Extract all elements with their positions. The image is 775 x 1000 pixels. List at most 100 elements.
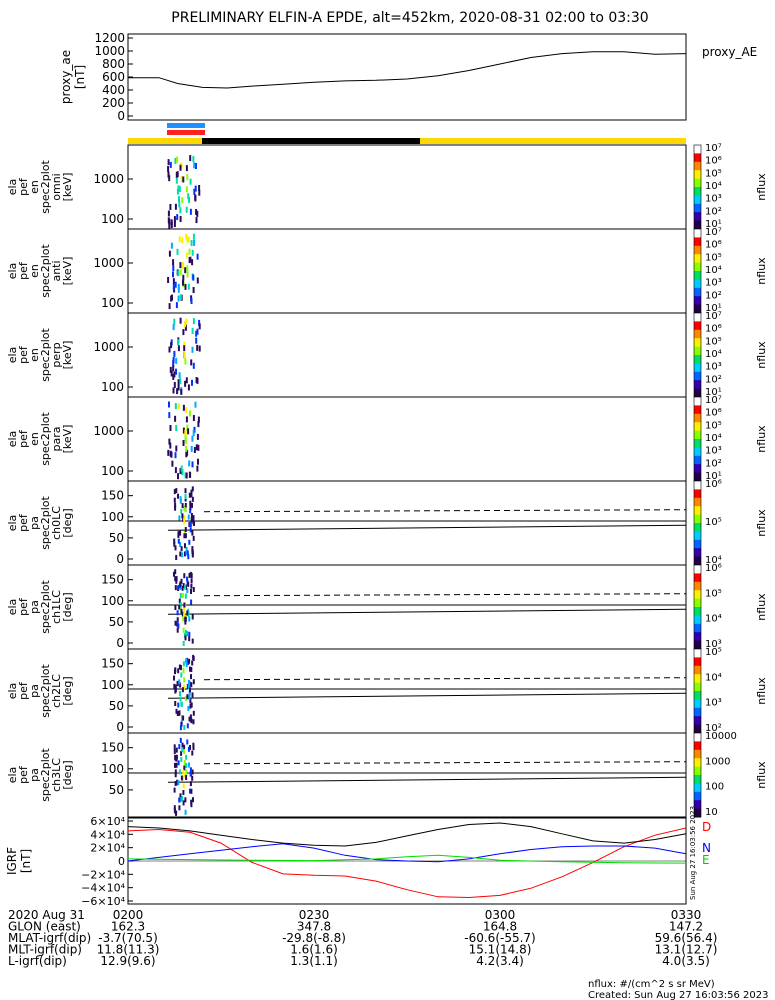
spectrogram-cell	[177, 185, 180, 192]
spectrogram-cell	[189, 703, 192, 709]
colorbar-segment	[694, 296, 701, 306]
spectrogram-cell	[181, 585, 184, 591]
spectrogram-cell	[178, 196, 180, 203]
spectrogram-cell	[174, 772, 177, 778]
spectrogram-cell	[181, 611, 184, 617]
anti-loss-cone-line	[203, 509, 687, 513]
spectrogram-cell	[194, 195, 197, 202]
spectrogram-cell	[188, 492, 191, 498]
colorbar-segment	[694, 195, 701, 205]
spectrogram-cell	[176, 214, 179, 221]
spectrogram-cell	[179, 262, 182, 269]
spectrogram-cell	[191, 769, 194, 775]
spectrogram-cell	[189, 698, 192, 704]
spectrogram-cell	[187, 684, 190, 690]
spectrogram-cell	[193, 447, 196, 453]
spectrogram-cell	[188, 716, 191, 722]
loss-cone-line	[167, 692, 687, 699]
spectrogram-cell	[180, 665, 182, 671]
spectrogram-cell	[179, 793, 182, 799]
spectrogram-cell	[196, 328, 199, 335]
spectrogram-cell	[184, 503, 187, 508]
spectrogram-cell	[184, 527, 187, 532]
spectrogram-cell	[197, 458, 199, 465]
panel-frame	[127, 480, 687, 566]
spectrogram-cell	[191, 461, 194, 468]
spectrogram-cell	[179, 317, 182, 324]
spectrogram-cell	[190, 788, 193, 794]
spectrogram-cell	[181, 687, 184, 693]
spectrogram-cell	[184, 321, 186, 328]
colorbar-label: nflux	[755, 509, 768, 537]
spectrogram-cell	[173, 216, 176, 223]
colorbar-segment	[694, 422, 701, 432]
colorbar-segment	[694, 749, 701, 759]
spectrogram-cell	[181, 592, 184, 598]
spectrogram-cell	[196, 433, 199, 440]
spectrogram-cell	[180, 672, 183, 678]
colorbar-tick-label: 10³	[705, 639, 722, 650]
spectrogram-cell	[184, 507, 187, 513]
colorbar-segment	[694, 573, 701, 583]
panel-ylabel-line: [deg]	[61, 508, 74, 537]
spectrogram-cell	[184, 616, 187, 622]
colorbar-segment	[694, 775, 701, 784]
colorbar-segment	[694, 355, 701, 364]
spectrogram-cell	[187, 384, 190, 391]
spectrogram-cell	[178, 186, 181, 192]
colorbar-tick-label: 10³	[705, 698, 722, 709]
spectrogram-cell	[191, 346, 194, 353]
colorbar-tick-label: 10⁴	[705, 349, 722, 360]
panel-ylabel-line: en	[28, 180, 41, 194]
colorbar-4: 10⁶ 10⁵ 10⁴ nflux	[693, 479, 768, 566]
spectrogram-cell	[188, 690, 191, 696]
colorbar-segment	[694, 245, 701, 255]
spectrogram-cell	[184, 438, 187, 444]
colorbar-segment	[694, 590, 701, 600]
spectrogram-cell	[180, 775, 183, 781]
spectrogram-cell	[192, 742, 195, 748]
spectrogram-cell	[187, 283, 190, 290]
spectrogram-cell	[182, 775, 184, 781]
spectrogram-cell	[189, 410, 191, 417]
colorbar-segment	[694, 472, 701, 482]
spectrogram-cell	[185, 550, 188, 556]
colorbar-tick-label: 1000	[705, 756, 730, 767]
spectrogram-cell	[183, 760, 186, 766]
proxy-ae-line	[128, 51, 687, 89]
spectrogram-cell	[170, 242, 173, 249]
colorbar-segment	[694, 707, 701, 717]
colorbar-tick-label: 10¹	[705, 387, 722, 398]
spectrogram-cell	[184, 533, 187, 539]
colorbar-segment	[694, 523, 701, 532]
spectrogram-cell	[184, 797, 187, 803]
spectrogram-cell	[194, 401, 197, 408]
anti-loss-cone-line	[203, 761, 687, 765]
spectrogram-cell	[180, 701, 183, 707]
colorbar-tick-label: 10⁶	[705, 240, 722, 251]
spectrogram-cell	[173, 382, 176, 388]
spectrogram-cell	[178, 805, 181, 811]
proxy-ae-ytick-label: 800	[102, 57, 125, 71]
time-axis-value: -3.7(70.5)	[98, 931, 158, 945]
spectrogram-cell	[177, 585, 180, 590]
spectrogram-cell	[198, 319, 201, 326]
spectrogram-cell	[185, 658, 188, 664]
panel-ytick-label: 1000	[93, 424, 124, 438]
colorbar-tick-label: 10⁵	[705, 336, 722, 347]
colorbar-segment	[694, 405, 701, 415]
colorbar-segment	[694, 363, 701, 373]
spectrogram-cell	[185, 662, 188, 668]
spectrogram-cell	[189, 527, 192, 533]
colorbar-segment	[694, 489, 701, 499]
colorbar-segment	[694, 447, 701, 457]
spectrogram-cell	[191, 775, 194, 781]
spectrogram-cell	[177, 384, 180, 391]
proxy-ae-legend: proxy_AE	[702, 45, 757, 59]
spectrogram-cell	[185, 630, 187, 635]
spectrogram-cell	[190, 599, 193, 605]
sunlight-bar-1	[128, 138, 202, 144]
